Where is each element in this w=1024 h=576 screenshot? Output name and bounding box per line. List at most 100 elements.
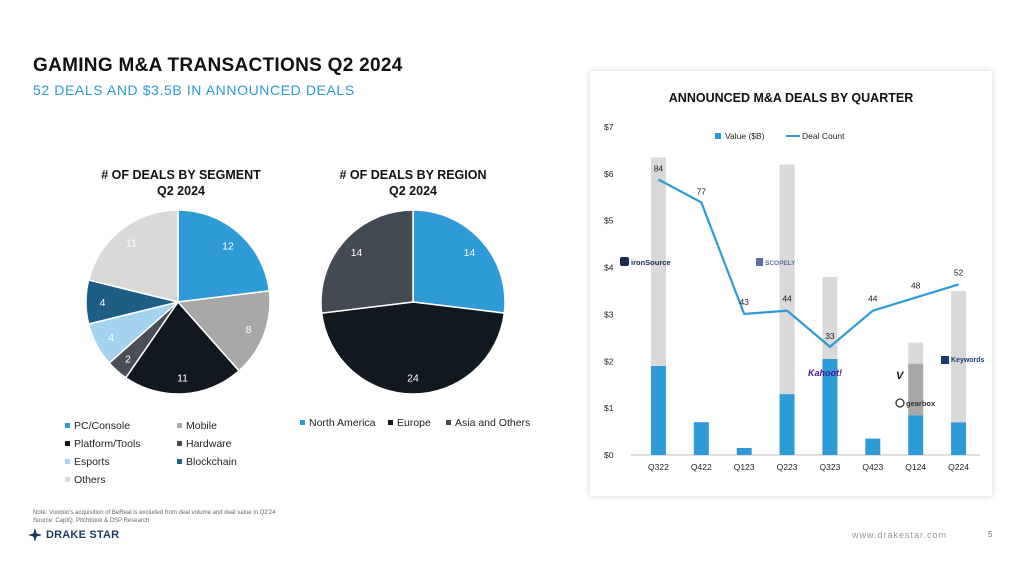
legend-label: Asia and Others — [455, 417, 531, 429]
pie-value-label-asia-and-others: 14 — [351, 247, 363, 259]
bar-segment-q124 — [908, 363, 924, 416]
legend-swatch — [65, 422, 70, 428]
scopely-logo: SCOPELY — [756, 258, 796, 267]
legend-swatch — [65, 476, 70, 482]
deals-by-quarter-card: ANNOUNCED M&A DEALS BY QUARTER $0 $1 $2 $3 $… — [590, 71, 992, 496]
pie-slice-pc-console — [177, 209, 271, 303]
ironsource-mark — [620, 257, 629, 266]
bar-chart-title: ANNOUNCED M&A DEALS BY QUARTER — [668, 91, 914, 105]
y-tick-label: $0 — [604, 450, 614, 460]
segment-chart-title-line2: Q2 2024 — [157, 184, 205, 198]
x-tick-label-q323: Q323 — [820, 462, 841, 472]
legend-label: Esports — [74, 456, 110, 468]
bar-top-q322 — [650, 157, 666, 366]
pie-slice-asia-and-others — [320, 209, 414, 314]
legend-item-esports: Esports — [65, 456, 110, 468]
deals-by-quarter-chart: $0 $1 $2 $3 $4 $5 $6 $7 Q322 Q422 Q123 Q223 Q323 Q423… — [604, 122, 985, 472]
pie-value-label-hardware: 2 — [125, 353, 131, 365]
pie-value-label-north-america: 14 — [464, 247, 476, 259]
combo-legend: Value ($B) Deal Count — [715, 131, 845, 141]
legend-label: North America — [309, 417, 376, 429]
pie-slice-platform-tools — [124, 300, 241, 395]
pie-value-label-europe: 24 — [407, 372, 419, 384]
ironsource-wordmark: ironSource — [631, 258, 671, 267]
legend-label-count: Deal Count — [802, 131, 845, 141]
y-tick-label: $3 — [604, 309, 614, 319]
bar-value-q422 — [693, 422, 709, 455]
x-tick-label-q124: Q124 — [905, 462, 926, 472]
bar-value-q224 — [951, 422, 967, 455]
legend-item-others: Others — [65, 474, 106, 486]
legend-label-value: Value ($B) — [725, 131, 765, 141]
region-chart-title: # OF DEALS BY REGION Q2 2024 — [313, 167, 513, 199]
legend-swatch — [388, 419, 393, 425]
scopely-wordmark: SCOPELY — [765, 260, 796, 267]
kahoot-logo: Kahoot! — [808, 368, 842, 378]
x-tick-label-q224: Q224 — [948, 462, 969, 472]
pie-value-label-pc-console: 12 — [222, 241, 234, 253]
deal-count-label-q423: 44 — [868, 294, 878, 304]
region-pie-chart: 14 24 14 — [320, 209, 506, 395]
bar-value-q223 — [779, 394, 795, 455]
legend-label: Others — [74, 474, 106, 486]
pie-value-label-blockchain: 4 — [100, 297, 106, 309]
y-tick-label: $1 — [604, 403, 614, 413]
legend-item-europe: Europe — [388, 417, 431, 429]
y-tick-label: $7 — [604, 122, 614, 132]
page-title: GAMING M&A TRANSACTIONS Q2 2024 — [33, 55, 403, 76]
bar-value-q323 — [822, 358, 838, 455]
studio-v-logo: V — [896, 370, 905, 382]
pie-value-label-mobile: 8 — [246, 324, 252, 336]
gearbox-wordmark: gearbox — [906, 399, 936, 408]
x-tick-label-q423: Q423 — [862, 462, 883, 472]
legend-item-mobile: Mobile — [177, 420, 217, 432]
legend-item-hardware: Hardware — [177, 438, 232, 450]
y-tick-label: $5 — [604, 216, 614, 226]
keywords-logo: Keywords — [941, 356, 985, 364]
gearbox-logo: gearbox — [895, 398, 936, 408]
segment-chart-title-line1: # OF DEALS BY SEGMENT — [101, 168, 261, 182]
legend-item-north-america: North America — [300, 417, 376, 429]
scopely-mark — [756, 258, 763, 266]
footnote: Note: Voodoo's acquisition of BeReal is … — [33, 509, 275, 525]
deal-count-line — [657, 178, 959, 349]
page-number: 5 — [988, 530, 993, 539]
deal-count-label-q323: 33 — [825, 331, 835, 341]
y-tick-label: $4 — [604, 263, 614, 273]
bar-value-q123 — [736, 447, 752, 455]
bar-top-q124 — [908, 342, 924, 364]
pie-slice-mobile — [176, 290, 271, 372]
pie-value-label-esports: 4 — [108, 332, 114, 344]
pie-value-label-platform-tools: 11 — [177, 372, 188, 384]
pie-slice-europe — [320, 301, 506, 395]
legend-swatch — [177, 440, 182, 446]
logo-text: DRAKE STAR — [46, 529, 120, 541]
region-chart-title-line2: Q2 2024 — [389, 184, 437, 198]
website-url[interactable]: www.drakestar.com — [852, 530, 948, 540]
x-tick-label-q123: Q123 — [734, 462, 755, 472]
bar-value-q423 — [865, 438, 881, 455]
footnote-line1: Note: Voodoo's acquisition of BeReal is … — [33, 510, 276, 516]
keywords-wordmark: Keywords — [951, 357, 985, 364]
deal-count-label-q123: 43 — [739, 297, 749, 307]
x-tick-label-q322: Q322 — [648, 462, 669, 472]
legend-swatch — [300, 419, 305, 425]
legend-item-asia-and-others: Asia and Others — [446, 417, 530, 429]
gearbox-mark — [895, 398, 905, 408]
bar-value-q124 — [908, 415, 924, 455]
bar-top-q224 — [951, 291, 967, 423]
legend-label: Hardware — [186, 438, 232, 450]
deal-count-label-q224: 52 — [954, 267, 964, 277]
deal-count-label-q223: 44 — [782, 294, 792, 304]
legend-swatch-value — [715, 133, 721, 139]
star-logo-icon — [28, 528, 42, 542]
bar-value-q322 — [650, 365, 666, 455]
y-tick-label: $2 — [604, 356, 614, 366]
ironsource-logo: ironSource — [620, 257, 671, 267]
legend-label: Mobile — [186, 420, 217, 432]
legend-swatch — [177, 422, 182, 428]
legend-swatch — [177, 458, 182, 464]
pie-slice-others — [87, 209, 179, 303]
region-chart-title-line1: # OF DEALS BY REGION — [339, 168, 487, 182]
